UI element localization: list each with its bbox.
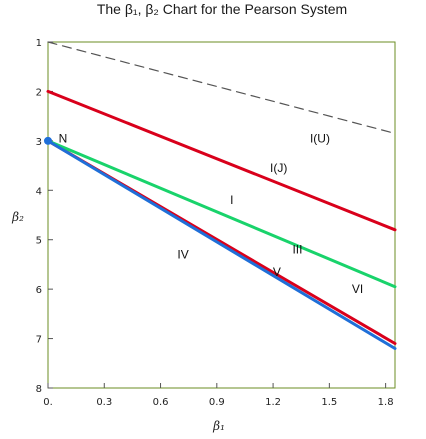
- region-label: IV: [177, 248, 188, 262]
- x-tick-label: 1.8: [378, 397, 394, 408]
- x-tick-label: 1.5: [321, 397, 337, 408]
- region-label: III: [292, 243, 302, 257]
- x-axis-title: β₁: [212, 419, 225, 433]
- region-label: VI: [352, 282, 363, 296]
- y-tick-label: 1: [36, 38, 42, 49]
- y-tick-label: 3: [36, 137, 42, 148]
- y-tick-label: 5: [36, 236, 42, 247]
- region-label: I(U): [310, 131, 330, 145]
- y-tick-label: 4: [36, 186, 42, 197]
- x-tick-label: 0.9: [209, 397, 225, 408]
- plot-frame: [47, 41, 396, 389]
- y-tick-label: 8: [36, 384, 42, 395]
- series-line-green: [46, 139, 397, 289]
- x-tick-label: 1.2: [265, 397, 281, 408]
- region-label: V: [273, 265, 281, 279]
- series-line-blue: [46, 139, 397, 350]
- y-tick-label: 7: [36, 335, 42, 346]
- chart-title: The β₁, β₂ Chart for the Pearson System: [97, 1, 347, 17]
- series-line-upper-red: [46, 89, 397, 232]
- region-label: N: [59, 131, 68, 145]
- region-label: I(J): [270, 161, 287, 175]
- y-tick-label: 2: [36, 87, 42, 98]
- x-tick-label: 0.: [43, 397, 53, 408]
- x-tick-label: 0.6: [153, 397, 169, 408]
- region-label: I: [230, 193, 233, 207]
- series-line-limit: [47, 41, 396, 134]
- x-tick-label: 0.3: [96, 397, 112, 408]
- y-tick-label: 6: [36, 285, 42, 296]
- point-normal: [44, 136, 52, 145]
- y-axis-title: β₂: [11, 210, 24, 224]
